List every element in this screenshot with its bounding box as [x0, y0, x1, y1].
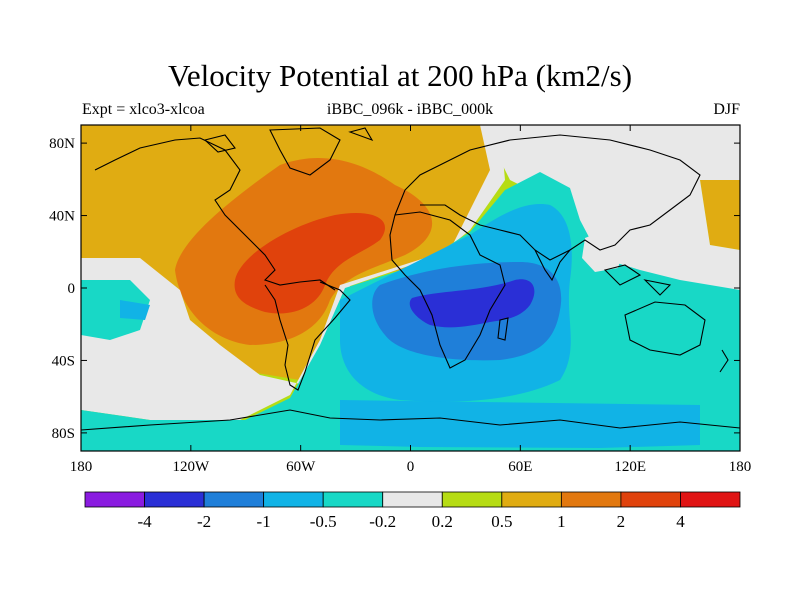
colorbar-label: 4	[676, 512, 685, 531]
colorbar-swatch	[144, 491, 205, 508]
lat-tick-label: 80S	[52, 426, 75, 442]
colorbar-label: -2	[197, 512, 211, 531]
colorbar-swatch	[560, 491, 622, 508]
indian-subcontinent-coast	[534, 249, 571, 282]
field-band-neutral-east	[500, 125, 740, 310]
colorbar-label: -1	[257, 512, 271, 531]
australia-coast	[624, 301, 706, 356]
latitude-axis: 80N 40N 0 40S 80S	[49, 136, 740, 442]
contour-fields	[81, 125, 740, 451]
north-america-coast	[94, 137, 336, 291]
lon-tick-label: 60W	[286, 459, 316, 475]
longitude-axis: 180 120W 60W 0 60E 120E 180	[70, 125, 752, 475]
field-band-2-4	[234, 212, 385, 314]
colorbar-swatch	[680, 491, 741, 508]
colorbar-swatch	[84, 491, 145, 508]
field-band-cyan-west-pacific	[81, 280, 150, 340]
colorbar-swatch	[620, 491, 681, 508]
colorbar-label: 0.5	[491, 512, 512, 531]
new-zealand-coast	[719, 349, 729, 373]
lon-tick-label: 120E	[614, 459, 646, 475]
case-label: iBBC_096k - iBBC_000k	[326, 101, 494, 118]
lat-tick-label: 0	[68, 281, 76, 297]
experiment-label: Expt = xlco3-xlcoa	[82, 101, 205, 118]
lat-tick-label: 40N	[49, 209, 75, 225]
lon-tick-label: 60E	[508, 459, 532, 475]
colorbar-swatch	[322, 491, 384, 508]
colorbar: -4 -2 -1 -0.5 -0.2 0.2 0.5 1 2 4	[84, 491, 741, 531]
lon-tick-label: 0	[407, 459, 415, 475]
south-america-coast	[264, 281, 351, 391]
colorbar-label: -0.2	[369, 512, 396, 531]
field-band-cyan-warm-pool	[582, 228, 625, 272]
arctic-islands	[203, 127, 374, 153]
colorbar-label: 2	[617, 512, 626, 531]
field-band-minus4-minus2	[409, 279, 535, 328]
plot-title: Velocity Potential at 200 hPa (km2/s)	[167, 58, 633, 93]
africa-coast	[389, 211, 506, 369]
colorbar-swatch	[441, 491, 503, 508]
field-band-southern-ocean	[340, 400, 700, 448]
colorbar-swatch	[263, 491, 324, 508]
lat-tick-label: 40S	[52, 353, 75, 369]
colorbar-swatch	[501, 491, 562, 508]
season-label: DJF	[713, 101, 740, 118]
colorbar-label: 0.2	[432, 512, 453, 531]
madagascar-coast	[497, 317, 509, 341]
field-band-neutral-west	[81, 125, 505, 420]
colorbar-swatch	[382, 491, 443, 508]
colorbar-label: -0.5	[310, 512, 337, 531]
colorbar-label: -4	[137, 512, 152, 531]
coastlines	[81, 127, 740, 431]
greenland-coast	[269, 127, 341, 176]
lon-tick-label: 180	[729, 459, 752, 475]
southeast-asia-islands	[603, 264, 672, 296]
lat-tick-label: 80N	[49, 136, 75, 152]
antarctica-coast	[81, 409, 740, 431]
lon-tick-label: 180	[70, 459, 93, 475]
lon-tick-label: 120W	[172, 459, 210, 475]
eurasia-coast	[394, 134, 701, 261]
colorbar-swatch	[203, 491, 265, 508]
colorbar-label: 1	[557, 512, 566, 531]
